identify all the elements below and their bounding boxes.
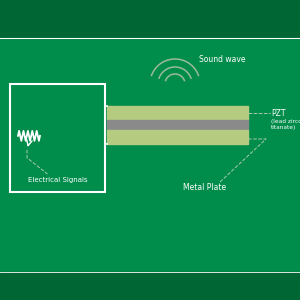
Text: Sound wave: Sound wave <box>199 56 245 64</box>
Text: titanate): titanate) <box>271 124 296 130</box>
Text: (lead zircoant.: (lead zircoant. <box>271 118 300 124</box>
Text: PZT: PZT <box>271 110 286 118</box>
Bar <box>107 106 248 120</box>
Bar <box>10 84 105 192</box>
Bar <box>107 120 248 130</box>
Bar <box>107 130 248 144</box>
Text: Electrical Signals: Electrical Signals <box>28 177 87 183</box>
Bar <box>0 272 300 300</box>
Text: Metal Plate: Metal Plate <box>183 184 226 193</box>
Bar <box>0 0 300 38</box>
